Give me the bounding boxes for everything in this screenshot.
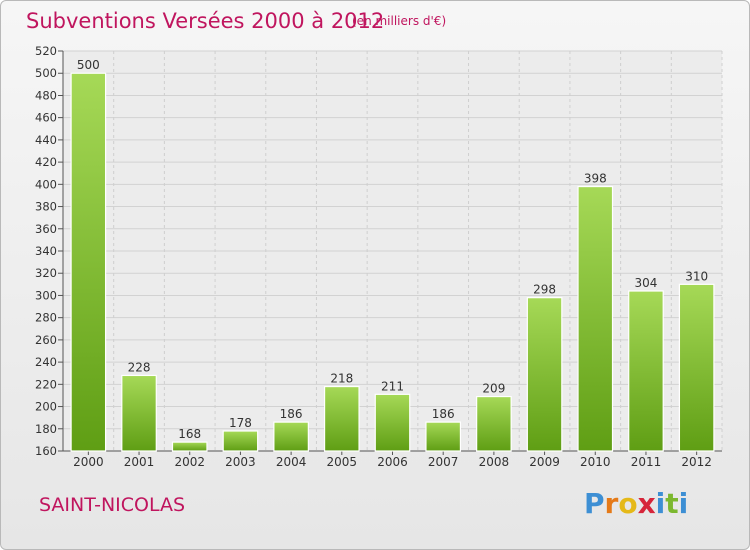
x-tick-label: 2002	[174, 455, 205, 469]
y-tick-label: 500	[35, 66, 57, 80]
y-tick-label: 200	[35, 400, 57, 414]
bar	[678, 283, 715, 452]
y-tick-label: 520	[35, 44, 57, 58]
y-tick-label: 400	[35, 177, 57, 191]
y-tick-label: 440	[35, 133, 57, 147]
data-label: 298	[533, 283, 556, 297]
bar	[476, 395, 512, 452]
logo-letter: t	[665, 487, 679, 520]
logo-letter: i	[655, 487, 666, 520]
labels: 160 180 200 220 240 260 280 300 320 340 360 380 400 4…	[35, 44, 712, 469]
y-tick-label: 280	[35, 311, 57, 325]
proxiti-logo: Proxiti	[584, 487, 688, 520]
y-tick-label: 260	[35, 333, 57, 347]
y-tick-label: 220	[35, 377, 57, 391]
y-tick-label: 420	[35, 155, 57, 169]
x-tick-label: 2011	[631, 455, 662, 469]
x-tick-label: 2010	[580, 455, 611, 469]
logo-letter: x	[637, 487, 656, 520]
y-tick-label: 160	[35, 444, 57, 458]
x-tick-label: 2005	[327, 455, 358, 469]
x-tick-label: 2000	[73, 455, 104, 469]
data-label: 209	[482, 382, 505, 396]
x-tick-label: 2001	[124, 455, 155, 469]
logo-letter: i	[678, 487, 689, 520]
x-tick-label: 2006	[377, 455, 408, 469]
bar	[628, 290, 664, 452]
data-label: 186	[280, 407, 303, 421]
bar	[70, 72, 107, 452]
y-tick-label: 340	[35, 244, 57, 258]
y-tick-label: 300	[35, 288, 57, 302]
y-tick-label: 380	[35, 200, 57, 214]
x-tick-label: 2008	[479, 455, 510, 469]
y-tick-label: 320	[35, 266, 57, 280]
commune-name: SAINT-NICOLAS	[39, 494, 186, 516]
chart-title: Subventions Versées 2000 à 2012	[26, 9, 385, 33]
y-tick-label: 180	[35, 422, 57, 436]
x-tick-label: 2003	[225, 455, 256, 469]
data-label: 304	[635, 276, 658, 290]
y-tick-label: 240	[35, 355, 57, 369]
bar	[425, 421, 462, 452]
x-tick-label: 2004	[276, 455, 307, 469]
x-tick-label: 2007	[428, 455, 459, 469]
bar	[121, 374, 157, 452]
y-tick-label: 480	[35, 88, 57, 102]
bars	[70, 72, 715, 452]
data-label: 500	[77, 58, 100, 72]
data-label: 186	[432, 407, 455, 421]
bar	[526, 297, 563, 452]
logo-letter: o	[618, 487, 638, 520]
y-tick-label: 360	[35, 222, 57, 236]
logo-letter: P	[584, 487, 605, 520]
bar	[323, 385, 360, 452]
logo-letter: r	[604, 487, 619, 520]
x-tick-label: 2009	[529, 455, 560, 469]
bar	[374, 393, 411, 452]
bar	[273, 421, 309, 452]
data-label: 168	[178, 427, 201, 441]
data-label: 211	[381, 379, 404, 393]
data-label: 218	[330, 372, 353, 386]
data-label: 310	[685, 269, 708, 283]
bar	[222, 430, 259, 452]
x-tick-label: 2012	[681, 455, 712, 469]
data-label: 398	[584, 172, 607, 186]
bar	[577, 185, 614, 452]
y-tick-label: 460	[35, 111, 57, 125]
data-label: 178	[229, 416, 252, 430]
data-label: 228	[128, 360, 151, 374]
chart-unit: (en milliers d'€)	[352, 14, 447, 28]
bar	[171, 441, 208, 452]
